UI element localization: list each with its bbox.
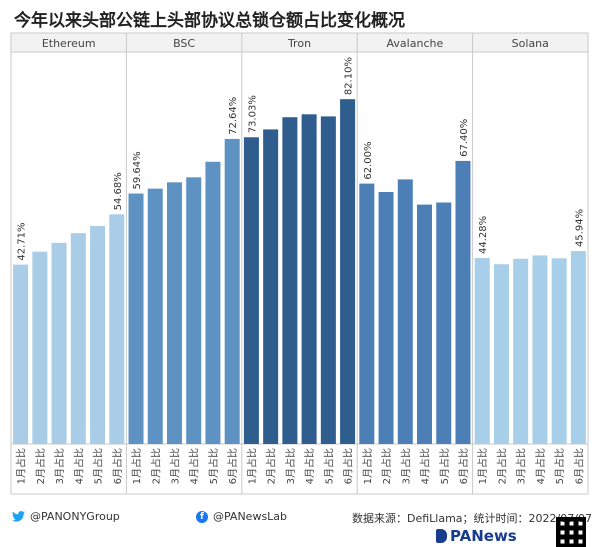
facebook-handle: f @PANewsLab: [196, 510, 287, 523]
bar-solana-4: [532, 255, 548, 444]
bar-tron-3: [282, 117, 298, 445]
data-label: 72.64%: [228, 97, 239, 135]
category-label: 1月占比: [476, 448, 489, 484]
bar-ethereum-2: [32, 251, 48, 444]
category-label: 4月占比: [188, 448, 201, 484]
bar-tron-5: [320, 116, 336, 445]
data-source: 数据来源：DefiLlama；统计时间：2022/07/07: [352, 512, 592, 525]
panel-name-avalanche: Avalanche: [387, 37, 444, 50]
bar-ethereum-5: [90, 226, 106, 444]
bar-ethereum-4: [70, 233, 86, 444]
bar-tron-4: [301, 114, 317, 445]
twitter-handle: @PANONYGroup: [12, 510, 120, 523]
panews-logo: PANews: [436, 527, 517, 545]
bar-solana-1: [474, 258, 490, 444]
category-label: 1月占比: [15, 448, 28, 484]
category-label: 1月占比: [245, 448, 258, 484]
category-label: 2月占比: [34, 448, 47, 484]
data-label: 42.71%: [17, 222, 28, 260]
data-label: 44.28%: [478, 216, 489, 254]
bar-ethereum-3: [51, 242, 67, 444]
panel-name-ethereum: Ethereum: [42, 37, 96, 50]
panel-name-bsc: BSC: [173, 37, 195, 50]
category-label: 6月占比: [111, 448, 124, 484]
category-label: 6月占比: [342, 448, 355, 484]
bar-avalanche-4: [417, 204, 433, 444]
facebook-icon: f: [196, 510, 208, 523]
data-label: 45.94%: [574, 209, 585, 247]
category-label: 5月占比: [92, 448, 105, 484]
category-label: 1月占比: [130, 448, 143, 484]
bar-avalanche-1: [359, 183, 375, 444]
bar-solana-3: [513, 258, 529, 444]
category-label: 2月占比: [149, 448, 162, 484]
qr-code-icon: [556, 517, 586, 547]
panel-name-tron: Tron: [287, 37, 311, 50]
category-label: 4月占比: [419, 448, 432, 484]
category-label: 6月占比: [457, 448, 470, 484]
category-label: 5月占比: [207, 448, 220, 484]
logo-mark-icon: [436, 529, 447, 543]
category-label: 2月占比: [380, 448, 393, 484]
data-label: 67.40%: [459, 119, 470, 157]
bird-icon: [12, 511, 25, 522]
bar-tron-2: [263, 129, 279, 445]
bar-bsc-1: [128, 193, 144, 444]
category-label: 5月占比: [322, 448, 335, 484]
category-label: 5月占比: [438, 448, 451, 484]
data-label: 73.03%: [247, 95, 258, 133]
bar-solana-5: [551, 258, 567, 444]
bar-tron-6: [340, 99, 356, 445]
data-label: 82.10%: [344, 57, 355, 95]
bar-avalanche-6: [455, 160, 471, 445]
category-label: 5月占比: [553, 448, 566, 484]
bar-chart: Ethereum 1月占比 42.71% 2月占比 3月占比 4月占比 5月占比 6月占比 54…: [10, 32, 589, 495]
data-label: 54.68%: [113, 172, 124, 210]
logo-text: PANews: [450, 527, 517, 545]
category-label: 6月占比: [572, 448, 585, 484]
category-label: 2月占比: [495, 448, 508, 484]
category-label: 3月占比: [399, 448, 412, 484]
category-label: 3月占比: [515, 448, 528, 484]
category-label: 3月占比: [168, 448, 181, 484]
bar-bsc-4: [186, 177, 202, 445]
category-label: 6月占比: [226, 448, 239, 484]
bar-bsc-3: [166, 182, 182, 444]
bar-ethereum-1: [13, 264, 29, 444]
bar-solana-6: [570, 251, 586, 444]
bar-tron-1: [243, 137, 259, 445]
category-label: 4月占比: [303, 448, 316, 484]
category-label: 4月占比: [72, 448, 85, 484]
bar-bsc-5: [205, 161, 221, 444]
category-label: 4月占比: [534, 448, 547, 484]
category-label: 3月占比: [53, 448, 66, 484]
bar-bsc-2: [147, 188, 163, 444]
footer: @PANONYGroup f @PANewsLab 数据来源：DefiLlama…: [0, 497, 600, 547]
bar-avalanche-3: [397, 179, 413, 444]
bar-avalanche-2: [378, 192, 394, 444]
facebook-handle-text: @PANewsLab: [213, 510, 288, 523]
twitter-handle-text: @PANONYGroup: [30, 510, 120, 523]
bar-ethereum-6: [109, 214, 125, 444]
chart-title: 今年以来头部公链上头部协议总锁仓额占比变化概况: [14, 11, 405, 31]
bar-bsc-6: [224, 138, 240, 445]
data-label: 62.00%: [363, 141, 374, 179]
category-label: 1月占比: [361, 448, 374, 484]
category-label: 2月占比: [265, 448, 278, 484]
panel-name-solana: Solana: [512, 37, 549, 50]
bar-solana-2: [493, 264, 509, 444]
data-label: 59.64%: [132, 151, 143, 189]
bar-avalanche-5: [436, 202, 452, 444]
category-label: 3月占比: [284, 448, 297, 484]
